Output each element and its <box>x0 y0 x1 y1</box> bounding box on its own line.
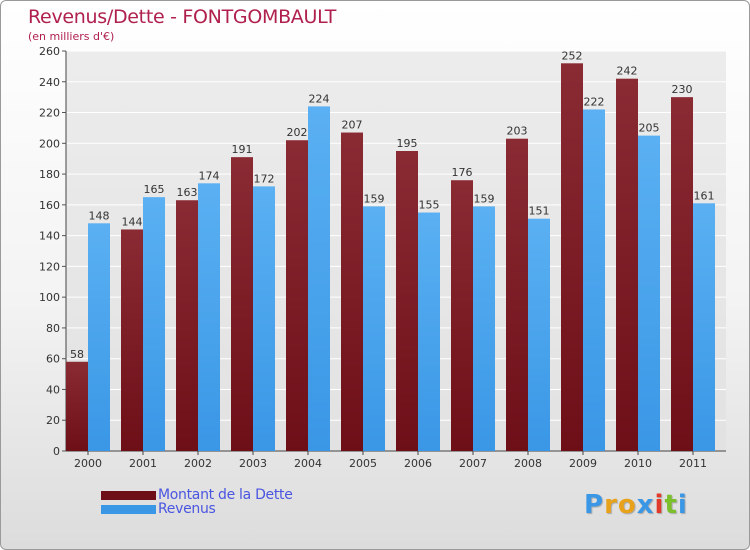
y-tick-label: 160 <box>39 199 60 212</box>
bar-dette <box>561 63 583 452</box>
data-label-dette: 202 <box>287 126 308 139</box>
y-tick-label: 200 <box>39 137 60 150</box>
bar-dette <box>506 138 528 451</box>
data-label-dette: 144 <box>122 215 143 228</box>
bar-revenus <box>198 183 220 452</box>
bar-revenus <box>88 223 110 451</box>
bar-revenus <box>473 206 495 451</box>
data-label-dette: 230 <box>672 83 693 96</box>
x-tick-label: 2003 <box>239 457 267 470</box>
x-tick-label: 2010 <box>624 457 652 470</box>
legend-item-dette: Montant de la Dette <box>101 487 293 503</box>
data-label-dette: 58 <box>70 348 84 361</box>
chart-title: Revenus/Dette - FONTGOMBAULT <box>28 6 337 28</box>
data-label-revenus: 165 <box>144 183 165 196</box>
data-label-revenus: 172 <box>254 172 275 185</box>
bar-dette <box>616 78 638 451</box>
bar-revenus <box>308 106 330 451</box>
data-label-dette: 242 <box>617 65 638 78</box>
logo-letter: r <box>604 490 618 520</box>
logo-letter: i <box>677 490 688 520</box>
x-tick-label: 2008 <box>514 457 542 470</box>
y-tick-label: 260 <box>39 45 60 58</box>
x-tick-label: 2004 <box>294 457 322 470</box>
x-tick-label: 2007 <box>459 457 487 470</box>
data-label-revenus: 148 <box>89 209 110 222</box>
legend-label-dette: Montant de la Dette <box>158 487 293 503</box>
logo-letter: i <box>654 490 665 520</box>
y-tick-label: 120 <box>39 260 60 273</box>
data-label-dette: 195 <box>397 137 418 150</box>
bar-revenus <box>363 206 385 451</box>
y-tick-label: 20 <box>46 414 60 427</box>
y-tick-label: 220 <box>39 107 60 120</box>
legend-swatch-revenus <box>101 504 156 514</box>
bar-dette <box>176 200 198 451</box>
logo-letter: x <box>636 490 655 520</box>
data-label-revenus: 161 <box>694 189 715 202</box>
bar-dette <box>451 180 473 451</box>
data-label-revenus: 159 <box>364 192 385 205</box>
data-label-dette: 252 <box>562 49 583 62</box>
y-tick-label: 80 <box>46 322 60 335</box>
bar-dette <box>396 151 418 451</box>
bar-revenus <box>418 212 440 451</box>
data-label-revenus: 155 <box>419 199 440 212</box>
bar-dette <box>121 229 143 451</box>
x-tick-label: 2009 <box>569 457 597 470</box>
data-label-dette: 163 <box>177 186 198 199</box>
logo-letter: t <box>664 490 678 520</box>
legend-label-revenus: Revenus <box>158 501 216 517</box>
logo-letter: o <box>617 490 637 520</box>
y-tick-label: 100 <box>39 291 60 304</box>
bar-revenus <box>583 109 605 451</box>
bar-dette <box>286 140 308 451</box>
legend-swatch-dette <box>101 490 156 500</box>
data-label-dette: 207 <box>342 119 363 132</box>
y-tick-label: 180 <box>39 168 60 181</box>
data-label-dette: 191 <box>232 143 253 156</box>
data-label-revenus: 224 <box>309 92 330 105</box>
y-tick-label: 40 <box>46 383 60 396</box>
x-tick-label: 2002 <box>184 457 212 470</box>
data-label-dette: 176 <box>452 166 473 179</box>
data-label-revenus: 159 <box>474 192 495 205</box>
bar-revenus <box>528 218 550 451</box>
bar-revenus <box>693 203 715 451</box>
x-tick-label: 2000 <box>74 457 102 470</box>
y-tick-label: 140 <box>39 230 60 243</box>
bar-revenus <box>638 135 660 451</box>
proxiti-logo: Proxiti <box>584 490 688 520</box>
data-label-revenus: 205 <box>639 122 660 135</box>
data-label-revenus: 222 <box>584 95 605 108</box>
legend-item-revenus: Revenus <box>101 501 216 517</box>
y-tick-label: 0 <box>53 445 60 458</box>
bar-revenus <box>143 197 165 451</box>
data-label-revenus: 151 <box>529 205 550 218</box>
chart-subtitle: (en milliers d'€) <box>28 30 115 43</box>
logo-letter: P <box>584 490 605 520</box>
data-label-revenus: 174 <box>199 169 220 182</box>
bar-dette <box>671 97 693 452</box>
data-label-dette: 203 <box>507 125 528 138</box>
bar-dette <box>66 361 88 451</box>
x-tick-label: 2011 <box>679 457 707 470</box>
bar-dette <box>341 132 363 452</box>
x-tick-label: 2005 <box>349 457 377 470</box>
bar-revenus <box>253 186 275 451</box>
bar-dette <box>231 157 253 451</box>
x-tick-label: 2006 <box>404 457 432 470</box>
y-tick-label: 60 <box>46 353 60 366</box>
y-tick-label: 240 <box>39 76 60 89</box>
x-tick-label: 2001 <box>129 457 157 470</box>
